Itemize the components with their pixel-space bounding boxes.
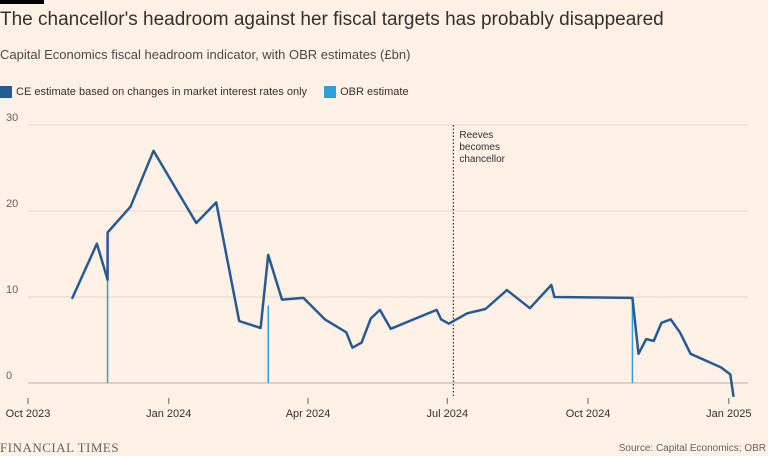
y-tick-label: 30: [6, 112, 18, 124]
y-tick-label: 0: [6, 370, 12, 382]
ft-logo-text: FINANCIAL TIMES: [0, 440, 119, 456]
y-tick-label: 10: [6, 284, 18, 296]
x-tick-label: Apr 2024: [286, 408, 331, 420]
x-tick-label: Jan 2025: [706, 408, 751, 420]
annotation-line-0: Reeves: [459, 130, 493, 141]
x-tick-label: Oct 2024: [566, 408, 611, 420]
annotation-line-1: becomes: [459, 142, 500, 153]
x-tick-label: Jul 2024: [426, 408, 468, 420]
y-tick-label: 20: [6, 198, 18, 210]
x-tick-label: Jan 2024: [146, 408, 191, 420]
annotation-line-2: chancellor: [459, 154, 505, 165]
ce-estimate-line: [72, 151, 733, 396]
source-note: Source: Capital Economics; OBR: [619, 443, 766, 454]
x-tick-label: Oct 2023: [6, 408, 51, 420]
